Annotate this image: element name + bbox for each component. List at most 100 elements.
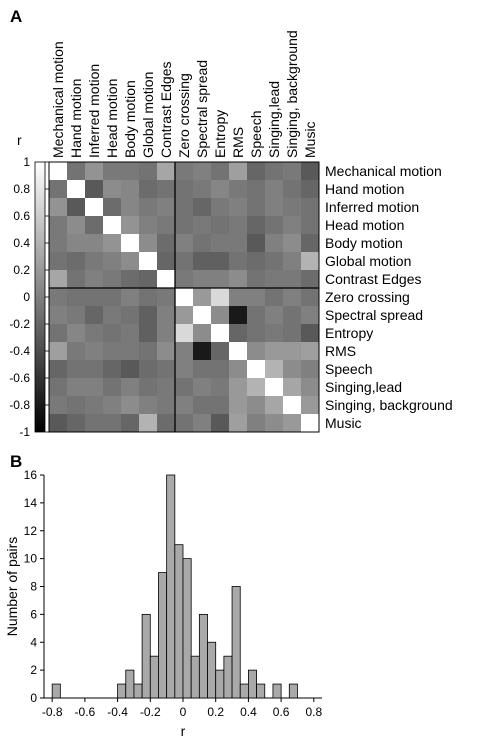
heatmap-cell xyxy=(85,234,104,253)
heatmap-cell xyxy=(211,162,230,181)
heatmap-cell xyxy=(121,396,140,415)
heatmap-cell xyxy=(283,162,302,181)
heatmap-cell xyxy=(301,288,320,307)
heatmap-cell xyxy=(103,270,122,289)
heatmap-cell xyxy=(265,162,284,181)
heatmap-cell xyxy=(157,378,176,397)
heatmap-cell xyxy=(211,252,230,271)
histogram-bar xyxy=(182,558,192,699)
heatmap-cell xyxy=(67,234,86,253)
panel-b-letter: B xyxy=(10,452,22,471)
row-label: Global motion xyxy=(325,253,411,269)
heatmap-cell xyxy=(139,360,158,379)
heatmap-cell xyxy=(85,414,104,433)
heatmap-cell xyxy=(283,180,302,199)
x-tick-label: 0 xyxy=(180,705,187,719)
heatmap-cell xyxy=(211,378,230,397)
heatmap-cell xyxy=(247,414,266,433)
heatmap-cell xyxy=(85,360,104,379)
row-label: Speech xyxy=(325,361,372,377)
heatmap-cell xyxy=(247,162,266,181)
heatmap-cell xyxy=(229,180,248,199)
heatmap-cell xyxy=(103,306,122,325)
heatmap-cell xyxy=(283,306,302,325)
heatmap-cell xyxy=(265,414,284,433)
heatmap-cell xyxy=(193,396,212,415)
heatmap-cell xyxy=(301,270,320,289)
heatmap-cell xyxy=(157,414,176,433)
heatmap-cell xyxy=(139,162,158,181)
heatmap-cell xyxy=(265,288,284,307)
heatmap-cell xyxy=(85,378,104,397)
heatmap-cell xyxy=(211,342,230,361)
colorbar-tick-label: 1 xyxy=(23,155,30,169)
y-tick-label: 0 xyxy=(30,691,37,705)
x-tick-label: -0.8 xyxy=(42,705,63,719)
colorbar-tick-label: 0.2 xyxy=(13,263,30,277)
heatmap-cell xyxy=(49,198,68,217)
column-label: RMS xyxy=(230,127,246,158)
heatmap-cell xyxy=(49,288,68,307)
heatmap-cell xyxy=(175,342,194,361)
y-tick-label: 8 xyxy=(30,580,37,594)
correlation-matrix xyxy=(48,161,320,433)
column-label: Body motion xyxy=(122,80,138,158)
heatmap-cell xyxy=(49,180,68,199)
heatmap-cell xyxy=(247,216,266,235)
column-label: Speech xyxy=(248,111,264,158)
histogram-bar xyxy=(256,683,266,699)
heatmap-cell xyxy=(121,324,140,343)
heatmap-cell xyxy=(211,324,230,343)
heatmap-cell xyxy=(193,414,212,433)
colorbar-tick-label: 0.4 xyxy=(13,236,30,250)
heatmap-cell xyxy=(121,288,140,307)
heatmap-cell xyxy=(103,360,122,379)
heatmap-cell xyxy=(229,270,248,289)
y-tick-label: 4 xyxy=(30,635,37,649)
heatmap-cell xyxy=(85,288,104,307)
heatmap-cell xyxy=(121,378,140,397)
histogram-bar xyxy=(215,669,225,699)
row-label: Mechanical motion xyxy=(325,163,442,179)
heatmap-cell xyxy=(193,198,212,217)
heatmap-cell xyxy=(67,414,86,433)
heatmap-cell xyxy=(103,342,122,361)
heatmap-cell xyxy=(229,162,248,181)
histogram-bar xyxy=(174,544,184,699)
y-tick-label: 14 xyxy=(24,496,38,510)
heatmap-cell xyxy=(175,378,194,397)
histogram-bar xyxy=(166,474,176,699)
histogram-bar xyxy=(190,655,200,699)
heatmap-cell xyxy=(85,396,104,415)
heatmap-cell xyxy=(175,198,194,217)
heatmap-cell xyxy=(247,396,266,415)
heatmap-cell xyxy=(247,234,266,253)
column-labels: Mechanical motion Hand motion Inferred mot… xyxy=(50,30,318,158)
heatmap-cell xyxy=(301,360,320,379)
heatmap-cell xyxy=(229,198,248,217)
heatmap-cell xyxy=(265,306,284,325)
column-label: Entropy xyxy=(212,110,228,158)
heatmap-cell xyxy=(301,306,320,325)
heatmap-cell xyxy=(211,396,230,415)
heatmap-cell xyxy=(103,252,122,271)
heatmap-cell xyxy=(157,342,176,361)
heatmap-cell xyxy=(121,342,140,361)
heatmap-cell xyxy=(229,306,248,325)
heatmap-cell xyxy=(283,342,302,361)
heatmap-cell xyxy=(49,360,68,379)
heatmap-cell xyxy=(121,216,140,235)
heatmap-cell xyxy=(85,198,104,217)
heatmap-cell xyxy=(157,252,176,271)
row-label: Hand motion xyxy=(325,181,404,197)
heatmap-cell xyxy=(247,270,266,289)
heatmap-cell xyxy=(175,288,194,307)
heatmap-cell xyxy=(283,252,302,271)
heatmap-cell xyxy=(247,360,266,379)
histogram-bar xyxy=(239,683,249,699)
panel-a-letter: A xyxy=(10,7,22,26)
heatmap-cell xyxy=(301,414,320,433)
column-label: Contrast Edges xyxy=(158,62,174,159)
colorbar-tick-label: 0 xyxy=(23,290,30,304)
heatmap-cell xyxy=(265,198,284,217)
